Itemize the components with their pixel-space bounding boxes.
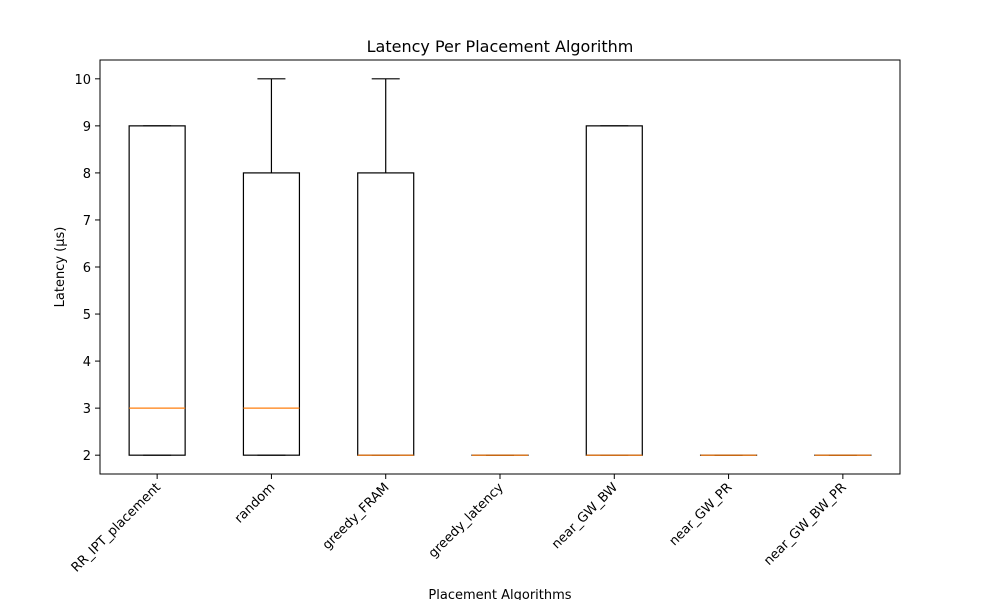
- x-axis-label: Placement Algorithms: [428, 588, 571, 600]
- y-tick-label: 5: [83, 308, 91, 323]
- y-tick-label: 7: [83, 214, 91, 229]
- y-tick-label: 6: [83, 261, 91, 276]
- y-tick-label: 8: [83, 167, 91, 182]
- y-tick-label: 10: [74, 73, 91, 88]
- y-axis-label: Latency (µs): [53, 227, 68, 308]
- y-tick-label: 2: [83, 449, 91, 464]
- y-tick-label: 4: [83, 355, 91, 370]
- y-tick-label: 9: [83, 120, 91, 135]
- y-tick-label: 3: [83, 402, 91, 417]
- chart-title: Latency Per Placement Algorithm: [367, 37, 634, 56]
